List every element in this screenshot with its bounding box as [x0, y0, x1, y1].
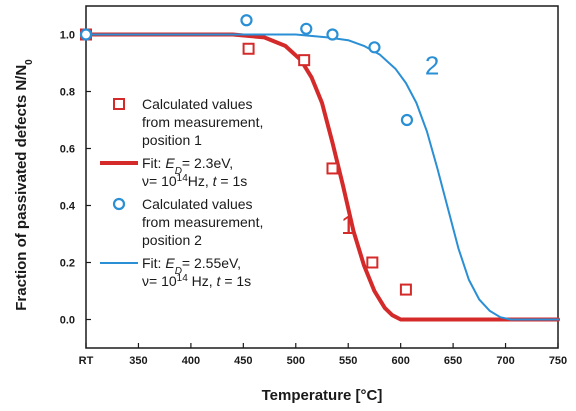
data-point-square: [326, 162, 339, 175]
x-tick-label: 750: [549, 355, 567, 367]
legend-entry-text: ν= 1014 Hz, t = 1s: [142, 273, 251, 290]
data-point-square: [366, 256, 379, 269]
y-axis-title: Fraction of passivated defects N/N0: [13, 59, 35, 311]
legend-entry-text: Calculated values: [142, 96, 253, 112]
y-tick-label: 0.8: [60, 87, 75, 99]
data-point-circle: [79, 28, 93, 41]
legend-entry-text: Fit: ED= 2.55eV,: [142, 255, 241, 277]
x-tick-label: 350: [129, 355, 147, 367]
y-axis-title-main: Fraction of passivated defects N/N: [13, 65, 30, 311]
data-point-square: [242, 42, 255, 55]
x-tick-label: 700: [496, 355, 514, 367]
data-point-square: [399, 283, 412, 296]
data-point-circle: [300, 22, 313, 35]
curve-labels: 12: [341, 50, 439, 240]
x-axis-title: Temperature [°C]: [262, 387, 383, 404]
legend-entry-text: Calculated values: [142, 196, 253, 212]
y-tick-label: 0.2: [60, 258, 75, 270]
axis-ticks: RT 350 400 450 500 550 600 650 700 750 0.0 0.2 0.4 0.…: [60, 30, 567, 368]
x-tick-label: 600: [391, 355, 409, 367]
plot-frame: [85, 5, 559, 349]
x-tick-label: 500: [287, 355, 305, 367]
y-tick-label: 0.0: [60, 315, 75, 327]
data-point-square: [298, 54, 311, 67]
y-tick-label: 0.4: [60, 201, 76, 213]
data-point-circle: [326, 28, 339, 41]
data-point-circle: [240, 14, 253, 27]
y-tick-label: 0.6: [60, 144, 75, 156]
legend-entry-text: from measurement,: [142, 114, 263, 130]
legend-entry-text: ν= 1014Hz, t = 1s: [142, 173, 247, 190]
y-tick-label: 1.0: [60, 30, 75, 42]
data-point-circle: [400, 113, 414, 127]
x-tick-label: RT: [79, 355, 94, 367]
legend-entry-text: Fit: ED= 2.3eV,: [142, 155, 233, 177]
curve-label: 1: [341, 210, 355, 240]
legend-square-icon: [113, 98, 125, 110]
data-point-circle: [368, 41, 381, 54]
curve-label: 2: [425, 50, 439, 80]
fit-line-2: [85, 33, 559, 321]
legend: Calculated values from measurement, positi…: [100, 96, 263, 289]
legend-entry-text: from measurement,: [142, 214, 263, 230]
x-tick-label: 650: [444, 355, 462, 367]
legend-entry-text: position 1: [142, 132, 202, 148]
x-tick-label: 550: [339, 355, 357, 367]
y-axis-title-subscript: 0: [24, 59, 35, 65]
x-tick-label: 400: [182, 355, 200, 367]
x-tick-label: 450: [234, 355, 252, 367]
legend-entry-text: position 2: [142, 232, 202, 248]
series-layer: [79, 14, 560, 322]
legend-circle-icon: [112, 197, 126, 211]
